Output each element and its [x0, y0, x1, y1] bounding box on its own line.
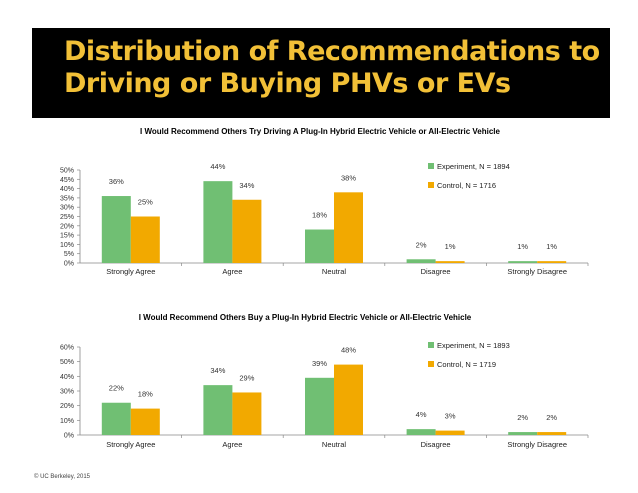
bar-experiment [305, 229, 334, 263]
y-tick-label: 10% [60, 418, 74, 425]
legend-label: Control, N = 1719 [437, 360, 496, 369]
bar-control [334, 364, 363, 435]
legend-label: Control, N = 1716 [437, 181, 496, 190]
bar-control [232, 199, 262, 263]
bar-control [537, 432, 567, 435]
data-label: 36% [109, 177, 124, 186]
data-label: 2% [416, 240, 427, 249]
data-label: 2% [546, 413, 557, 422]
y-tick-label: 15% [60, 233, 74, 240]
data-label: 1% [517, 242, 528, 251]
legend-swatch [428, 361, 434, 367]
bar-experiment [101, 402, 131, 435]
y-tick-label: 40% [60, 374, 74, 381]
legend-swatch [428, 342, 434, 348]
bar-control [130, 216, 160, 263]
data-label: 25% [138, 198, 153, 207]
y-tick-label: 40% [60, 186, 74, 193]
title-bar: Distribution of Recommendations to Drivi… [32, 28, 610, 118]
bar-experiment [305, 377, 334, 435]
y-tick-label: 10% [60, 242, 74, 249]
data-label: 29% [239, 373, 254, 382]
data-label: 39% [312, 359, 327, 368]
legend-label: Experiment, N = 1894 [437, 162, 510, 171]
y-tick-label: 50% [60, 359, 74, 366]
y-tick-label: 0% [64, 261, 74, 268]
chart-title: I Would Recommend Others Try Driving A P… [140, 127, 500, 136]
category-label: Disagree [421, 267, 451, 276]
data-label: 48% [341, 346, 356, 355]
legend-swatch [428, 182, 434, 188]
chart-driving: I Would Recommend Others Try Driving A P… [60, 127, 589, 276]
bar-control [537, 261, 567, 263]
y-tick-label: 60% [60, 345, 74, 352]
bar-control [334, 192, 363, 263]
category-label: Strongly Disagree [507, 267, 567, 276]
data-label: 1% [546, 242, 557, 251]
data-label: 38% [341, 173, 356, 182]
slide-title: Distribution of Recommendations to Drivi… [64, 36, 600, 99]
bar-experiment [203, 385, 233, 435]
data-label: 18% [312, 211, 327, 220]
bar-experiment [203, 181, 233, 263]
data-label: 34% [239, 181, 254, 190]
bar-control [232, 392, 262, 435]
category-label: Agree [222, 440, 242, 449]
legend-swatch [428, 163, 434, 169]
bar-experiment [406, 429, 436, 435]
y-tick-label: 50% [60, 168, 74, 175]
y-tick-label: 0% [64, 433, 74, 440]
y-tick-label: 20% [60, 403, 74, 410]
chart-buying: I Would Recommend Others Buy a Plug-In H… [60, 313, 589, 449]
y-tick-label: 45% [60, 177, 74, 184]
bar-experiment [406, 259, 436, 263]
bar-experiment [101, 196, 131, 263]
data-label: 4% [416, 410, 427, 419]
y-tick-label: 5% [64, 251, 74, 258]
y-tick-label: 30% [60, 205, 74, 212]
bar-experiment [508, 432, 538, 435]
legend-label: Experiment, N = 1893 [437, 341, 510, 350]
data-label: 44% [210, 162, 225, 171]
category-label: Agree [222, 267, 242, 276]
y-tick-label: 35% [60, 195, 74, 202]
bar-control [130, 408, 160, 435]
chart-title: I Would Recommend Others Buy a Plug-In H… [139, 313, 472, 322]
copyright-note: © UC Berkeley, 2015 [34, 474, 91, 480]
category-label: Neutral [322, 267, 347, 276]
y-tick-label: 20% [60, 223, 74, 230]
category-label: Strongly Agree [106, 440, 155, 449]
category-label: Neutral [322, 440, 347, 449]
data-label: 1% [445, 242, 456, 251]
data-label: 18% [138, 390, 153, 399]
y-tick-label: 30% [60, 389, 74, 396]
data-label: 34% [210, 366, 225, 375]
category-label: Strongly Agree [106, 267, 155, 276]
y-tick-label: 25% [60, 214, 74, 221]
category-label: Disagree [421, 440, 451, 449]
data-label: 22% [109, 384, 124, 393]
bar-experiment [508, 261, 538, 263]
bar-control [435, 261, 465, 263]
bar-control [435, 430, 465, 435]
data-label: 3% [445, 412, 456, 421]
data-label: 2% [517, 413, 528, 422]
category-label: Strongly Disagree [507, 440, 567, 449]
